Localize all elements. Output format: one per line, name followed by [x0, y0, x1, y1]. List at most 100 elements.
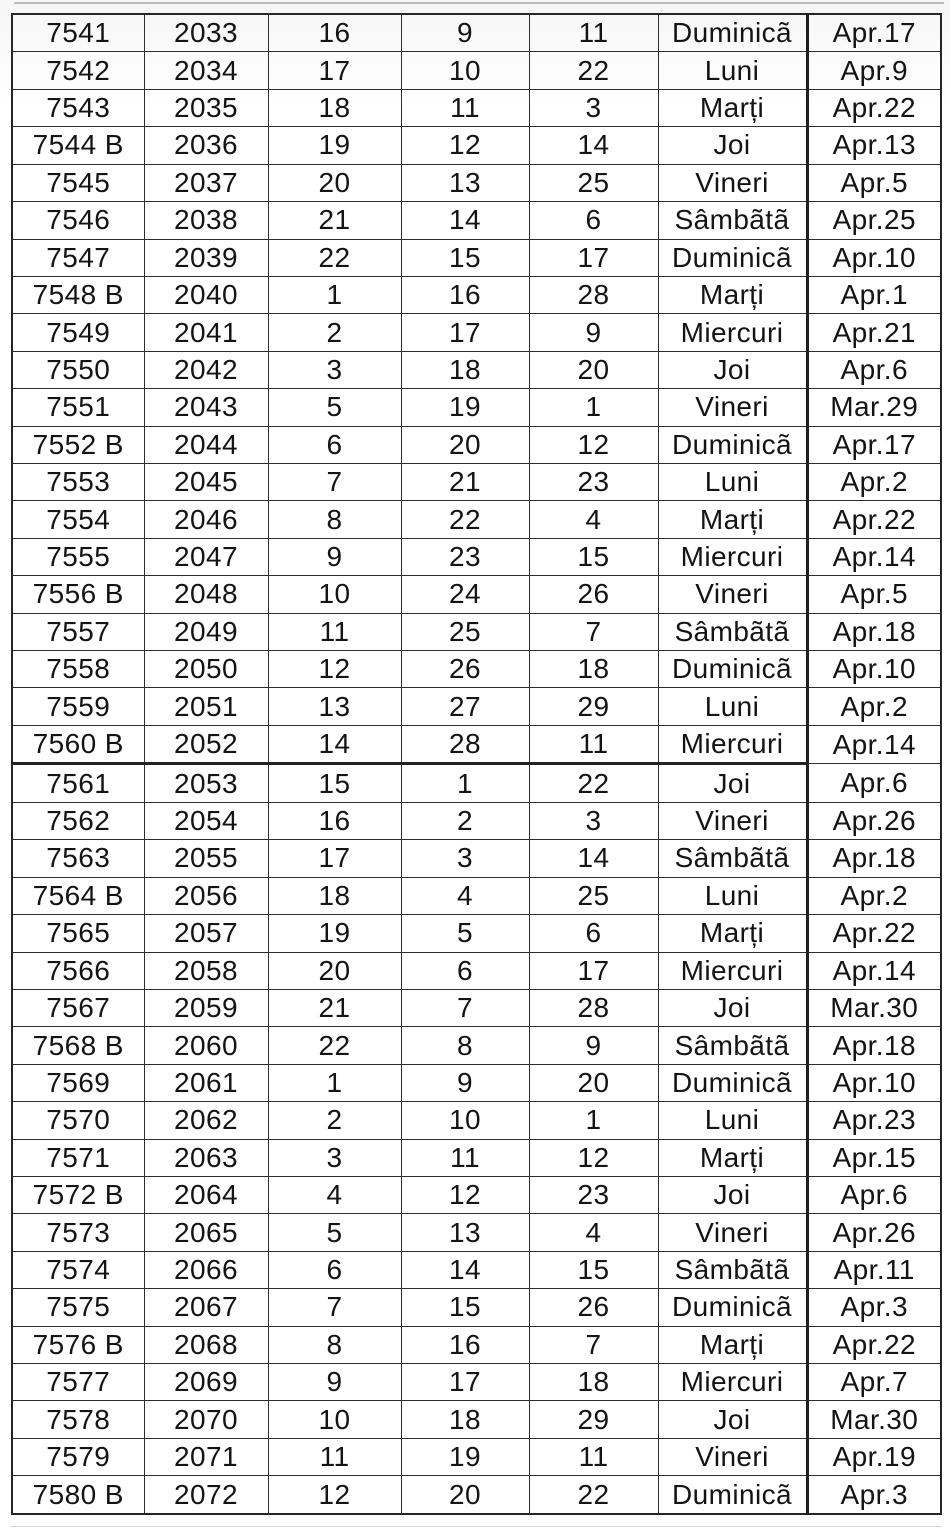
cell-cycle-b: 20 [400, 1475, 530, 1515]
cell-easter-date: Apr.11 [805, 1250, 942, 1290]
cell-easter-date: Apr.5 [805, 163, 942, 203]
cell-year: 2070 [143, 1400, 269, 1439]
cell-easter-date: Mar.30 [805, 1400, 942, 1439]
cell-easter-date: Apr.6 [805, 350, 942, 390]
cell-easter-date: Apr.15 [805, 1138, 942, 1177]
cell-weekday: Marți [657, 500, 808, 539]
cell-cycle-b: 20 [400, 425, 530, 464]
cell-era-year: 7578 [11, 1400, 145, 1439]
table-row: 7551 2043 5 19 1 Vineri Mar.29 [11, 388, 942, 427]
cell-cycle-b: 19 [400, 1437, 530, 1477]
cell-year: 2062 [143, 1101, 269, 1140]
cell-weekday: Sâmbãtã [657, 1250, 808, 1290]
cell-cycle-b: 22 [400, 500, 530, 539]
cell-cycle-a: 8 [267, 500, 402, 539]
cell-cycle-b: 13 [400, 1213, 530, 1252]
cell-cycle-a: 6 [267, 425, 402, 464]
cell-cycle-c: 11 [528, 724, 659, 766]
cell-easter-date: Mar.29 [805, 388, 942, 427]
cell-cycle-c: 29 [528, 687, 659, 726]
cell-cycle-a: 1 [267, 275, 402, 315]
cell-year: 2065 [143, 1213, 269, 1252]
cell-weekday: Duminicã [657, 1063, 808, 1103]
cell-year: 2036 [143, 126, 269, 165]
cell-cycle-b: 6 [400, 951, 530, 990]
cell-cycle-c: 11 [528, 1437, 659, 1477]
cell-cycle-c: 18 [528, 649, 659, 689]
cell-cycle-b: 11 [400, 1138, 530, 1177]
cell-year: 2057 [143, 914, 269, 953]
cell-era-year: 7571 [11, 1138, 145, 1177]
cell-cycle-b: 8 [400, 1026, 530, 1065]
table-row: 7543 2035 18 11 3 Marți Apr.22 [11, 88, 942, 128]
cell-easter-date: Apr.26 [805, 801, 942, 841]
cell-era-year: 7554 [11, 500, 145, 539]
cell-weekday: Marți [657, 275, 808, 315]
cell-cycle-c: 23 [528, 1175, 659, 1215]
cell-weekday: Vineri [657, 1437, 808, 1477]
table-row: 7569 2061 1 9 20 Duminicã Apr.10 [11, 1063, 942, 1103]
cell-cycle-a: 1 [267, 1063, 402, 1103]
cell-era-year: 7543 [11, 88, 145, 128]
cell-cycle-c: 22 [528, 763, 659, 803]
cell-easter-date: Apr.23 [805, 1101, 942, 1140]
cell-weekday: Sâmbãtã [657, 839, 808, 878]
cell-year: 2050 [143, 649, 269, 689]
cell-cycle-b: 2 [400, 801, 530, 841]
table-row: 7552 B 2044 6 20 12 Duminicã Apr.17 [11, 425, 942, 464]
cell-cycle-c: 20 [528, 1063, 659, 1103]
table-row: 7550 2042 3 18 20 Joi Apr.6 [11, 350, 942, 390]
cell-cycle-c: 22 [528, 1475, 659, 1515]
cell-easter-date: Apr.13 [805, 126, 942, 165]
cell-weekday: Joi [657, 763, 808, 803]
cell-era-year: 7566 [11, 951, 145, 990]
cell-cycle-a: 5 [267, 1213, 402, 1252]
cell-cycle-c: 12 [528, 425, 659, 464]
cell-era-year: 7556 B [11, 575, 145, 614]
cell-easter-date: Apr.10 [805, 238, 942, 277]
cell-cycle-c: 12 [528, 1138, 659, 1177]
cell-era-year: 7573 [11, 1213, 145, 1252]
cell-year: 2037 [143, 163, 269, 203]
cell-cycle-c: 25 [528, 163, 659, 203]
table-row: 7555 2047 9 23 15 Miercuri Apr.14 [11, 537, 942, 577]
cell-cycle-a: 22 [267, 1026, 402, 1065]
table-row: 7570 2062 2 10 1 Luni Apr.23 [11, 1101, 942, 1140]
cell-cycle-b: 28 [400, 724, 530, 766]
cell-cycle-a: 16 [267, 801, 402, 841]
cell-cycle-a: 20 [267, 163, 402, 203]
cell-year: 2059 [143, 988, 269, 1028]
cell-weekday: Miercuri [657, 724, 808, 766]
cell-weekday: Duminicã [657, 649, 808, 689]
cell-cycle-c: 20 [528, 350, 659, 390]
table-row: 7560 B 2052 14 28 11 Miercuri Apr.14 [11, 724, 942, 766]
cell-cycle-a: 18 [267, 876, 402, 916]
cell-weekday: Joi [657, 1400, 808, 1439]
cell-cycle-c: 1 [528, 1101, 659, 1140]
cell-era-year: 7574 [11, 1250, 145, 1290]
cell-cycle-b: 25 [400, 612, 530, 651]
cell-cycle-a: 8 [267, 1325, 402, 1364]
cell-cycle-c: 4 [528, 1213, 659, 1252]
cell-era-year: 7577 [11, 1362, 145, 1402]
cell-cycle-a: 14 [267, 724, 402, 766]
cell-easter-date: Apr.1 [805, 275, 942, 315]
cell-easter-date: Apr.6 [805, 763, 942, 803]
cell-cycle-b: 11 [400, 88, 530, 128]
cell-easter-date: Apr.7 [805, 1362, 942, 1402]
cell-easter-date: Apr.6 [805, 1175, 942, 1215]
cell-cycle-b: 19 [400, 388, 530, 427]
cell-weekday: Sâmbãtã [657, 201, 808, 240]
cell-easter-date: Mar.30 [805, 988, 942, 1028]
cell-weekday: Joi [657, 1175, 808, 1215]
table-row: 7577 2069 9 17 18 Miercuri Apr.7 [11, 1362, 942, 1402]
cell-year: 2047 [143, 537, 269, 577]
table-row: 7542 2034 17 10 22 Luni Apr.9 [11, 51, 942, 90]
cell-cycle-a: 17 [267, 839, 402, 878]
cell-weekday: Vineri [657, 1213, 808, 1252]
cell-cycle-c: 17 [528, 951, 659, 990]
table-row: 7571 2063 3 11 12 Marți Apr.15 [11, 1138, 942, 1177]
cell-easter-date: Apr.5 [805, 575, 942, 614]
cell-cycle-a: 15 [267, 763, 402, 803]
